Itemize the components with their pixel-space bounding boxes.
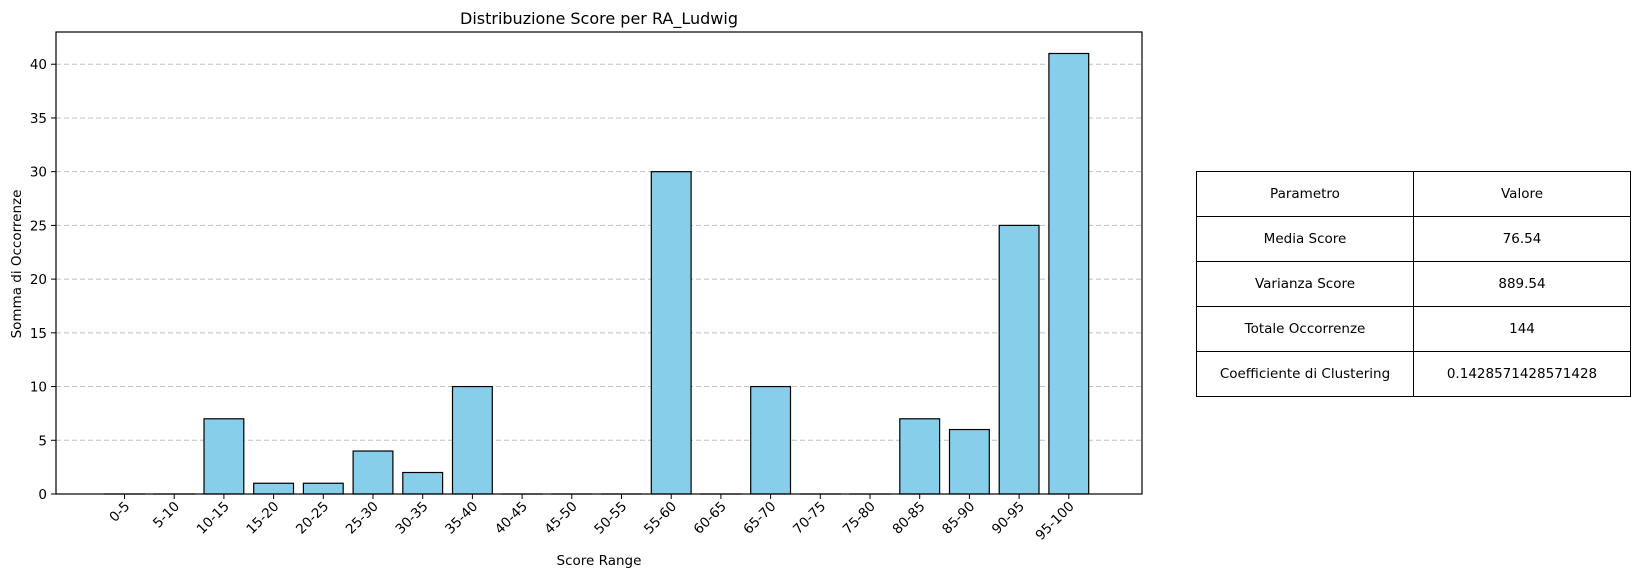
table-cell: 144 — [1413, 306, 1631, 352]
bar — [302, 482, 344, 495]
bars — [103, 52, 1090, 495]
y-tick-label: 40 — [30, 57, 47, 73]
table-row: Media Score 76.54 — [1196, 216, 1631, 262]
table-row: Varianza Score 889.54 — [1196, 261, 1631, 307]
y-tick-label: 0 — [38, 487, 47, 503]
x-tick-label: 60-65 — [691, 499, 730, 538]
table-cell: Totale Occorrenze — [1196, 306, 1414, 352]
x-tick-label: 35-40 — [442, 499, 481, 538]
bar — [650, 171, 692, 495]
table-header-row: Parametro Valore — [1196, 171, 1631, 217]
y-tick-label: 10 — [30, 380, 47, 396]
chart-title: Distribuzione Score per RA_Ludwig — [460, 9, 738, 29]
x-tick-label: 95-100 — [1032, 499, 1077, 544]
x-tick-label: 5-10 — [150, 499, 183, 532]
bar — [750, 385, 792, 495]
bar — [899, 418, 941, 495]
x-tick-label: 55-60 — [641, 499, 680, 538]
x-tick-label: 25-30 — [343, 499, 382, 538]
table-cell: Coefficiente di Clustering — [1196, 351, 1414, 397]
bar — [948, 428, 990, 495]
x-tick-label: 50-55 — [591, 499, 630, 538]
x-tick-label: 85-90 — [939, 499, 978, 538]
y-tick-label: 25 — [30, 218, 47, 234]
bar — [352, 450, 394, 495]
y-tick-label: 35 — [30, 111, 47, 127]
x-axis-label: Score Range — [557, 553, 642, 569]
x-tick-label: 30-35 — [392, 499, 431, 538]
y-tick-label: 30 — [30, 165, 47, 181]
bar — [402, 471, 444, 495]
y-tick-label: 15 — [30, 326, 47, 342]
table-header-cell: Valore — [1413, 171, 1631, 217]
y-axis-label: Somma di Occorrenze — [9, 190, 25, 339]
x-tick-label: 45-50 — [542, 499, 581, 538]
table-cell: 0.1428571428571428 — [1413, 351, 1631, 397]
x-tick-label: 80-85 — [889, 499, 928, 538]
x-tick-label: 90-95 — [989, 499, 1028, 538]
bar — [253, 482, 295, 495]
table-row: Coefficiente di Clustering 0.14285714285… — [1196, 351, 1631, 397]
x-tick-label: 20-25 — [293, 499, 332, 538]
bar — [998, 224, 1040, 495]
table-cell: Varianza Score — [1196, 261, 1414, 307]
x-tick-label: 10-15 — [194, 499, 233, 538]
plot-frame — [55, 31, 1143, 495]
x-tick-label: 75-80 — [840, 499, 879, 538]
table-cell: 76.54 — [1413, 216, 1631, 262]
x-tick-label: 0-5 — [106, 499, 133, 526]
stats-table: Parametro Valore Media Score 76.54 Varia… — [1196, 171, 1631, 397]
y-tick-label: 20 — [30, 272, 47, 288]
table-cell: 889.54 — [1413, 261, 1631, 307]
x-tick-label: 65-70 — [740, 499, 779, 538]
y-tick-label: 5 — [38, 433, 47, 449]
table-header-cell: Parametro — [1196, 171, 1414, 217]
x-tick-label: 15-20 — [243, 499, 282, 538]
bar — [203, 418, 245, 495]
bar — [451, 385, 493, 495]
table-cell: Media Score — [1196, 216, 1414, 262]
table-row: Totale Occorrenze 144 — [1196, 306, 1631, 352]
x-tick-label: 40-45 — [492, 499, 531, 538]
grid-lines — [56, 63, 1142, 441]
x-tick-label: 70-75 — [790, 499, 829, 538]
bar — [1048, 52, 1090, 495]
